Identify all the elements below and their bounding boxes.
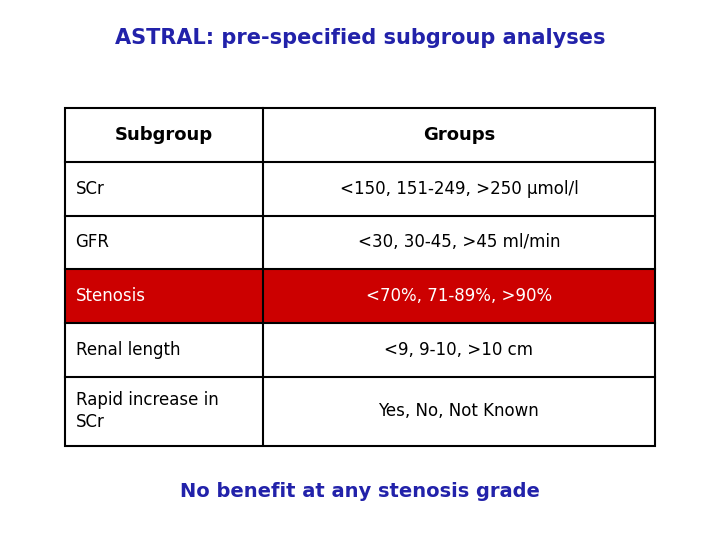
- Bar: [65, 108, 655, 162]
- Text: Groups: Groups: [423, 126, 495, 144]
- Text: Subgroup: Subgroup: [114, 126, 212, 144]
- Bar: [65, 377, 655, 445]
- Text: No benefit at any stenosis grade: No benefit at any stenosis grade: [180, 482, 540, 501]
- Bar: [65, 108, 655, 446]
- Text: <9, 9-10, >10 cm: <9, 9-10, >10 cm: [384, 341, 534, 359]
- Bar: [65, 162, 655, 215]
- Text: Rapid increase in
SCr: Rapid increase in SCr: [76, 391, 218, 431]
- Bar: [65, 323, 655, 377]
- Bar: [65, 269, 655, 323]
- Text: Renal length: Renal length: [76, 341, 180, 359]
- Text: ASTRAL: pre-specified subgroup analyses: ASTRAL: pre-specified subgroup analyses: [114, 28, 606, 48]
- Text: Yes, No, Not Known: Yes, No, Not Known: [379, 402, 539, 420]
- Text: Stenosis: Stenosis: [76, 287, 145, 305]
- Text: SCr: SCr: [76, 180, 104, 198]
- Bar: [65, 215, 655, 269]
- Text: <70%, 71-89%, >90%: <70%, 71-89%, >90%: [366, 287, 552, 305]
- Text: <30, 30-45, >45 ml/min: <30, 30-45, >45 ml/min: [358, 233, 560, 252]
- Text: <150, 151-249, >250 μmol/l: <150, 151-249, >250 μmol/l: [340, 180, 578, 198]
- Text: GFR: GFR: [76, 233, 109, 252]
